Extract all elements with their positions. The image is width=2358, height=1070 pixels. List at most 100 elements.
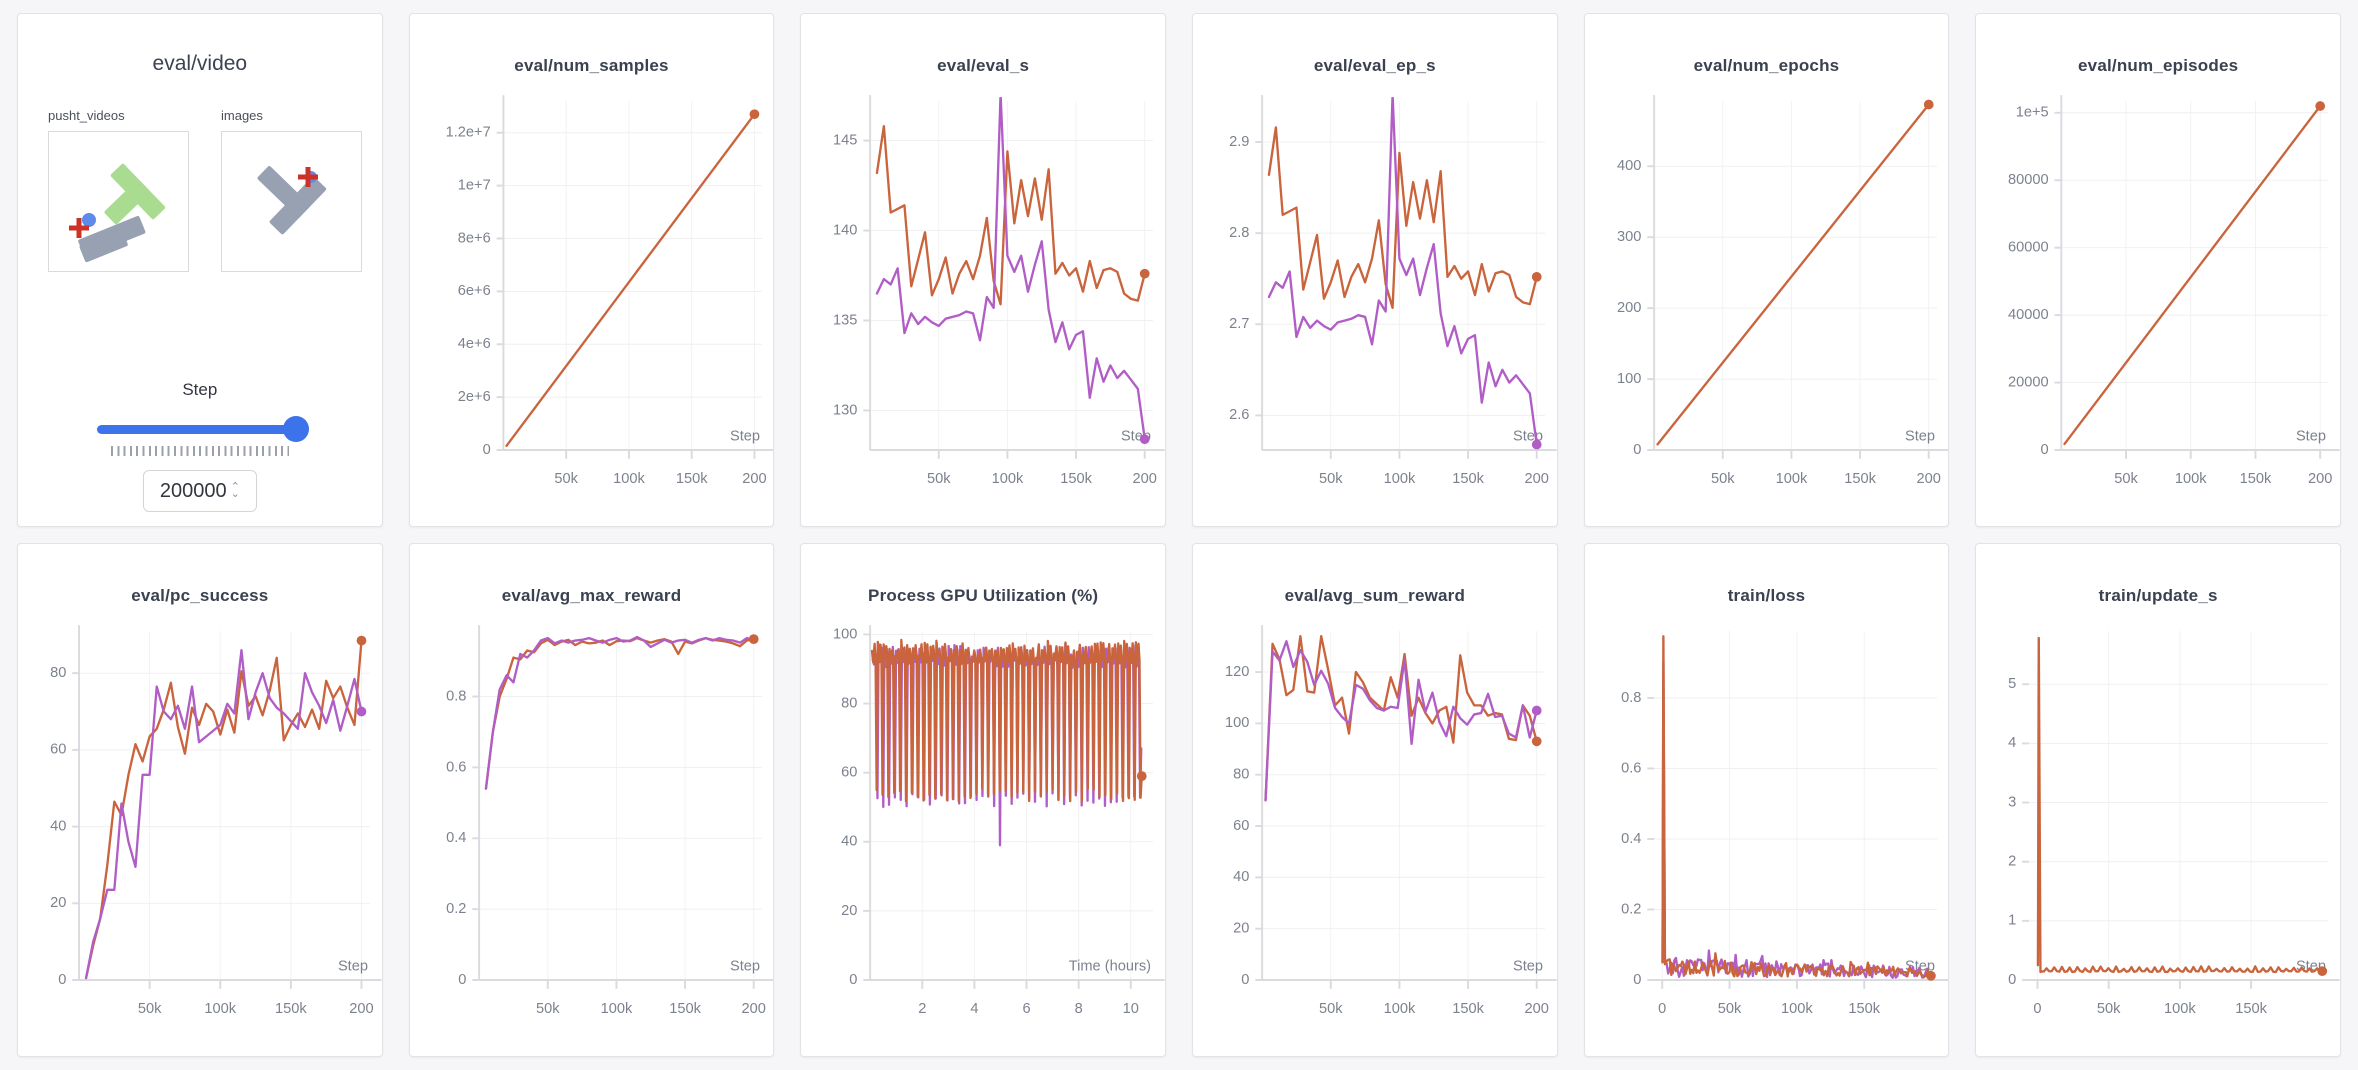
y-tick-label: 0 (1633, 972, 1641, 988)
chart-title: train/loss (1727, 586, 1806, 605)
y-tick-label: 40 (1233, 869, 1249, 885)
pusht-target-t-icon (104, 163, 166, 225)
y-tick-label: 0 (458, 972, 466, 988)
series-end-dot-run-orange (1140, 268, 1150, 279)
series-end-dot-run-orange (748, 634, 759, 645)
y-tick-label: 60 (1233, 818, 1249, 834)
y-tick-label: 60000 (2008, 240, 2049, 256)
series-line-run-orange (2063, 104, 2322, 446)
step-input-value[interactable]: 200000 (159, 479, 227, 502)
chart-panel-avg-sum-reward: eval/avg_sum_reward 0 20 40 60 80 100 120 50k 100… (1191, 543, 1558, 1057)
y-tick-label: 0.2 (1621, 901, 1641, 917)
y-tick-label: 145 (833, 132, 857, 148)
y-tick-label: 2.9 (1229, 134, 1249, 150)
media-item-pusht-videos: pusht_videos (48, 108, 189, 272)
pusht-video-thumbnail[interactable] (48, 131, 189, 272)
x-axis-label: Step (1905, 428, 1935, 444)
y-tick-label: 5 (2008, 676, 2016, 692)
chart-canvas-gpu-util[interactable]: 0 20 40 60 80 100 2 4 6 8 10 Time (hours) (801, 606, 1165, 1044)
y-tick-label: 0.6 (1621, 760, 1641, 776)
series-end-dot-run-purple (1531, 439, 1542, 450)
y-tick-label: 2.8 (1229, 225, 1249, 241)
series-line-run-orange (505, 113, 756, 448)
chart-panel-pc-success: eval/pc_success 0 20 40 60 80 50k 100k 150k 200 St… (17, 543, 383, 1057)
x-tick-label: 50k (1711, 471, 1735, 487)
images-thumbnail[interactable] (221, 131, 362, 272)
chart-canvas-num-samples[interactable]: 0 2e+6 4e+6 6e+6 8e+6 1e+7 1.2e+7 50k 100k 150k 20… (410, 76, 774, 514)
series-end-dot-run-purple (356, 706, 367, 717)
x-tick-label: 100k (992, 471, 1024, 487)
x-tick-label: 50k (1319, 471, 1343, 487)
y-tick-label: 20000 (2008, 374, 2049, 390)
x-tick-label: 100k (1384, 471, 1416, 487)
x-tick-label: 50k (2115, 471, 2139, 487)
step-input-spinner: ⌃ ⌄ (230, 481, 240, 500)
y-tick-label: 4e+6 (457, 336, 490, 352)
x-tick-label: 50k (927, 471, 951, 487)
y-tick-label: 40 (50, 818, 66, 834)
y-tick-label: 0 (482, 442, 490, 458)
y-tick-label: 8e+6 (457, 230, 490, 246)
y-tick-label: 100 (1225, 715, 1249, 731)
y-tick-label: 0.8 (446, 688, 466, 704)
step-input[interactable]: 200000 ⌃ ⌄ (142, 470, 257, 512)
series-end-dot-run-purple (1531, 705, 1542, 716)
series-end-dot-run-orange (1923, 99, 1934, 110)
media-item-label: images (221, 108, 263, 123)
y-tick-label: 1.2e+7 (445, 125, 490, 141)
media-row: pusht_videos images (18, 108, 382, 272)
step-slider[interactable] (96, 416, 309, 442)
y-tick-label: 300 (1617, 229, 1641, 245)
x-tick-label: 0 (2034, 1001, 2042, 1017)
chart-title: eval/num_samples (514, 56, 669, 75)
y-tick-label: 60 (50, 742, 66, 758)
y-tick-label: 1 (2008, 913, 2016, 929)
x-tick-label: 4 (971, 1001, 979, 1017)
y-tick-label: 400 (1617, 158, 1641, 174)
x-tick-label: 100k (204, 1001, 236, 1017)
spinner-down-icon[interactable]: ⌄ (230, 488, 240, 500)
y-tick-label: 40 (842, 834, 858, 850)
chart-title: eval/eval_ep_s (1313, 56, 1436, 75)
pusht-agent-dot (82, 213, 96, 227)
chart-panel-num-epochs: eval/num_epochs 0 100 200 300 400 50k 100k 150k 2… (1583, 13, 1950, 527)
y-tick-label: 100 (1617, 371, 1641, 387)
x-tick-label: 100k (600, 1001, 632, 1017)
chart-title: eval/num_epochs (1693, 56, 1840, 75)
x-tick-label: 200 (349, 1001, 373, 1017)
media-panel-title: eval/video (152, 52, 248, 75)
series-line-run-orange (484, 636, 755, 790)
y-tick-label: 120 (1225, 664, 1249, 680)
x-tick-label: 150k (1452, 471, 1484, 487)
x-tick-label: 0 (1658, 1001, 1666, 1017)
y-tick-label: 0.2 (446, 901, 466, 917)
series-line-run-purple (876, 97, 1147, 441)
x-axis-label: Step (730, 428, 760, 444)
x-axis-label: Step (2296, 428, 2326, 444)
chart-title: eval/avg_max_reward (501, 586, 682, 605)
x-tick-label: 10 (1123, 1001, 1139, 1017)
x-tick-label: 2 (919, 1001, 927, 1017)
y-tick-label: 0 (850, 972, 858, 988)
chart-panel-num-samples: eval/num_samples 0 2e+6 4e+6 6e+6 8e+6 1e+7 1.2… (408, 13, 775, 527)
chart-canvas-pc-success[interactable]: 0 20 40 60 80 50k 100k 150k 200 Step (18, 606, 382, 1044)
step-slider-thumb[interactable] (282, 416, 309, 442)
chart-canvas-avg-sum-reward[interactable]: 0 20 40 60 80 100 120 50k 100k 150k 200 Step (1193, 606, 1557, 1044)
chart-canvas-avg-max-reward[interactable]: 0 0.2 0.4 0.6 0.8 50k 100k 150k 200 Step (410, 606, 774, 1044)
chart-canvas-num-epochs[interactable]: 0 100 200 300 400 50k 100k 150k 200 Step (1585, 76, 1949, 514)
chart-canvas-num-episodes[interactable]: 0 20000 40000 60000 80000 1e+5 50k 100k 150k 200 S… (1976, 76, 2340, 514)
x-tick-label: 50k (1717, 1001, 1741, 1017)
x-tick-label: 150k (1061, 471, 1093, 487)
y-tick-label: 3 (2008, 794, 2016, 810)
step-slider-track[interactable] (96, 425, 303, 434)
y-tick-label: 1e+5 (2016, 105, 2049, 121)
x-tick-label: 150k (675, 471, 707, 487)
y-tick-label: 100 (833, 626, 857, 642)
spinner-up-icon[interactable]: ⌃ (230, 481, 240, 493)
series-line-run-orange (871, 638, 1144, 803)
